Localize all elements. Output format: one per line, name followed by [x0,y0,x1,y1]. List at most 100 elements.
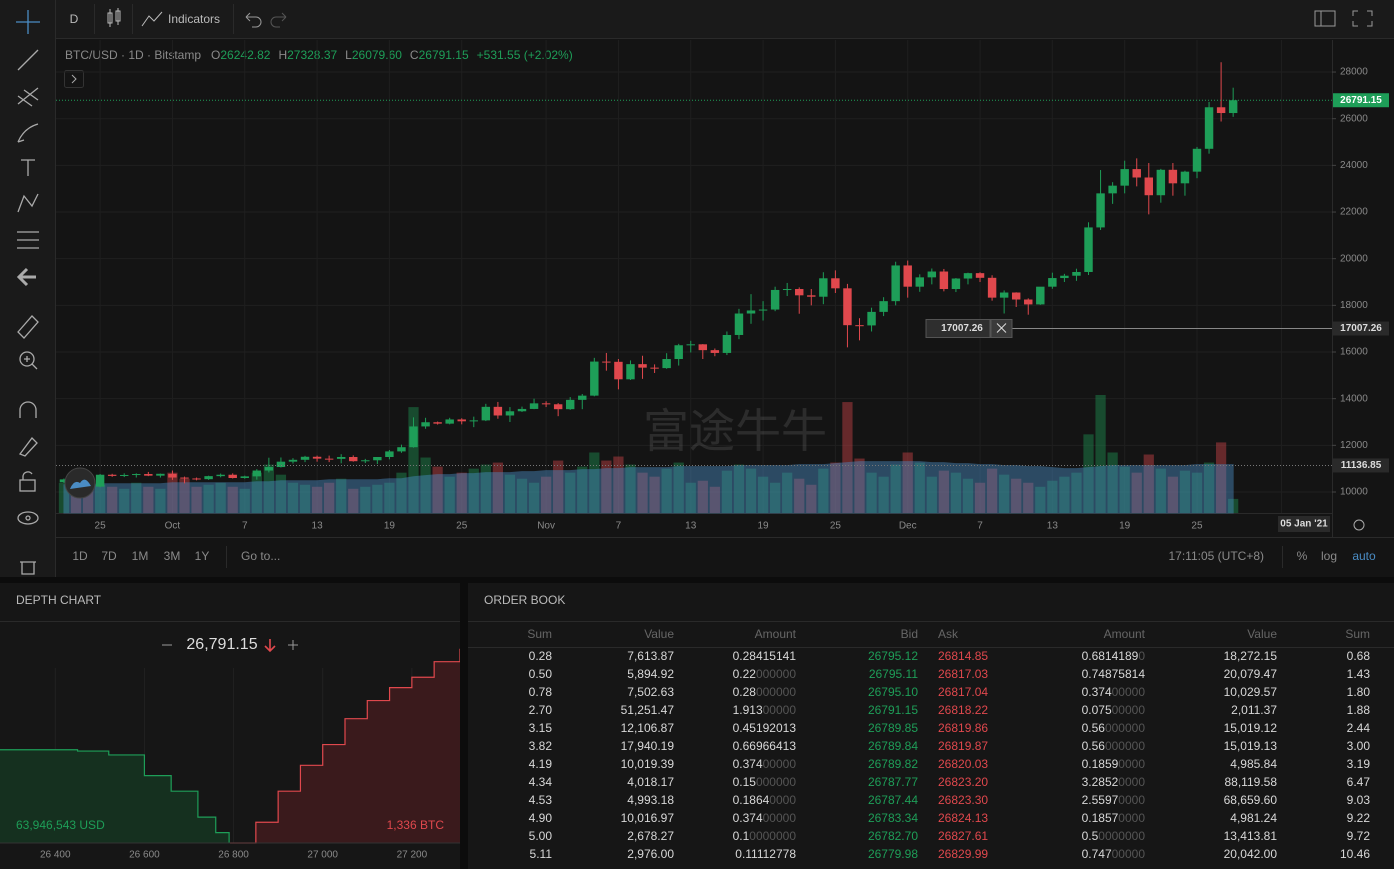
order-cell: 20,042.00 [1224,847,1278,861]
y-tick-label: 16000 [1340,347,1368,358]
volume-bar [215,482,226,513]
lock-drawing-tool[interactable] [18,437,38,457]
high-value: 27328.37 [287,48,337,62]
fib-tool[interactable] [17,87,39,107]
volume-bar [468,468,479,513]
volume-bar [986,468,998,513]
volume-bar [1155,468,1166,513]
volume-bar [372,484,383,513]
undo-button[interactable] [245,12,262,28]
order-cell: 26817.04 [938,685,988,699]
lock-tool[interactable] [19,479,36,492]
settings-button[interactable] [1353,519,1365,531]
pattern-tool[interactable] [17,193,39,213]
visibility-tool[interactable] [17,511,39,525]
candle-body [638,364,647,368]
measure-tool[interactable] [17,315,39,339]
candle-type-button[interactable] [107,8,121,27]
candle-body [1228,100,1238,114]
zoom-tool[interactable] [19,351,35,367]
prediction-tool[interactable] [17,231,39,249]
candle-body [264,467,274,471]
back-tool[interactable] [16,267,36,287]
scale-option[interactable]: log [1321,549,1337,563]
price-line-label: 17007.26 [941,323,983,334]
price-line-axis-label: 17007.26 [1340,323,1382,334]
x-tick-label: 27 200 [397,850,428,861]
order-cell: 9.03 [1347,793,1371,807]
order-cell: 9.72 [1347,829,1371,843]
indicators-button[interactable]: Indicators [168,12,220,26]
brush-tool[interactable] [17,123,39,143]
ohlc-legend: BTC/USD · 1D · Bitstamp O26242.82 H27328.3… [65,48,573,62]
scale-option[interactable]: % [1297,549,1308,563]
magnet-tool[interactable] [19,401,37,418]
text-tool[interactable] [21,159,35,176]
x-tick-label: 26 800 [218,850,249,861]
order-cell: 12,106.87 [621,721,675,735]
volume-bar [601,460,612,513]
order-cell: 0.37400000 [1082,685,1146,699]
candle-body [553,404,563,410]
candle-body [855,325,864,327]
volume-bar [1011,478,1022,513]
collapse-button[interactable] [64,70,84,88]
delete-tool[interactable] [20,561,36,575]
order-cell: 18,272.15 [1224,649,1278,663]
order-cell: 20,079.47 [1224,667,1278,681]
volume-bar [589,452,600,513]
goto-button[interactable]: Go to... [241,549,280,563]
scale-option[interactable]: auto [1352,549,1376,563]
fullscreen-button[interactable] [1352,10,1373,27]
volume-bar [637,472,648,513]
candle-body [686,344,695,346]
range-button[interactable]: 1D [72,549,88,563]
volume-bar [179,478,190,513]
crosshair-tool[interactable] [16,10,40,34]
ask-depth-area [230,648,460,843]
range-button[interactable]: 3M [164,549,181,563]
volume-bar [1215,442,1227,513]
volume-bar [58,482,70,513]
interval-button[interactable]: D [70,12,79,26]
range-button[interactable]: 7D [101,549,117,563]
x-tick-label: 25 [1191,521,1203,532]
volume-bar [553,460,564,513]
candle-body [288,459,298,462]
volume-bar [155,488,166,513]
order-cell: 10,019.39 [621,757,675,771]
close-value: 26791.15 [419,48,469,62]
candle-body [59,479,69,483]
order-cell: 7,613.87 [627,649,674,663]
volume-bar [456,472,467,513]
volume-bar [1095,395,1106,513]
volume-bar [408,407,419,513]
range-button[interactable]: 1Y [195,549,210,563]
volume-bar [275,474,287,513]
order-cell: 26820.03 [938,757,988,771]
volume-bar [360,486,371,513]
volume-bar [1035,486,1046,513]
volume-bar [890,464,901,513]
volume-bar [721,470,733,513]
candle-body [758,309,768,311]
candle-body [349,457,358,462]
volume-bar [974,482,986,513]
order-cell: 26782.70 [868,829,918,843]
redo-button[interactable] [270,12,287,28]
indicators-icon[interactable] [141,11,163,27]
volume-bar [625,464,636,513]
volume-bar [1143,454,1154,513]
range-button[interactable]: 1M [132,549,149,563]
order-book-panel [468,583,1394,869]
candle-body [481,406,491,421]
order-cell: 1.43 [1347,667,1371,681]
order-cell: 3.82 [529,739,553,753]
zoom-in-button[interactable] [288,640,298,650]
volume-bar [1179,470,1191,513]
trendline-tool[interactable] [17,49,39,71]
candle-body [987,277,997,298]
candle-body [107,474,117,476]
order-cell: 26787.77 [868,775,918,789]
layout-button[interactable] [1314,10,1336,27]
